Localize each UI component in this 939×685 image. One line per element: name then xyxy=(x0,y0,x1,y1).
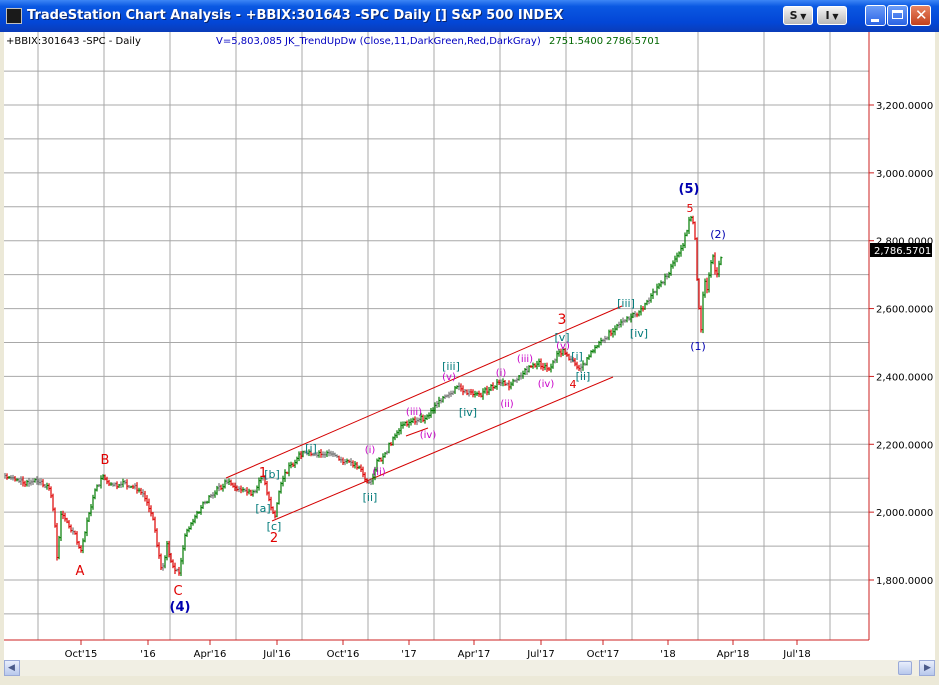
wave-label-ii-teal: [ii] xyxy=(363,491,378,504)
wave-label-1-blue: (1) xyxy=(690,340,706,353)
wave-label-ii-magenta: (ii) xyxy=(372,467,385,478)
channel-mini-line xyxy=(405,427,429,437)
wave-label-2: 2 xyxy=(270,531,278,546)
chart-area[interactable]: B A C 1 2 3 4 5 (4) (5) (1) (2) [a] [b] [c] [i] [ii] [iii… xyxy=(4,32,935,660)
date-tick-label: Oct'15 xyxy=(65,649,98,660)
date-tick-label: Oct'17 xyxy=(587,649,620,660)
scroll-left-button[interactable]: ◀ xyxy=(4,660,20,676)
elliott-wave-labels: B A C 1 2 3 4 5 (4) (5) (1) (2) [a] [b] [c] [i] [ii] [iii… xyxy=(76,182,726,615)
chevron-down-icon: ▼ xyxy=(829,12,839,21)
wave-label-v-magenta: (v) xyxy=(442,372,456,383)
wave-label-b: B xyxy=(101,453,110,468)
price-tick-label: 3,000.0000 xyxy=(876,169,933,180)
s-menu-label: S xyxy=(789,9,798,22)
close-button[interactable]: ✕ xyxy=(910,5,931,26)
price-tick-label: 2,800.0000 xyxy=(876,237,933,248)
i-menu-label: I xyxy=(825,9,830,22)
wave-label-a: A xyxy=(76,564,85,579)
wave-label-iii2-magenta: (iii) xyxy=(517,354,533,365)
i-menu-button[interactable]: I ▼ xyxy=(817,6,847,25)
vertical-gridlines xyxy=(37,32,831,640)
wave-label-2-blue: (2) xyxy=(710,228,726,241)
wave-label-c: C xyxy=(173,584,182,599)
wave-label-ii2-teal: [ii] xyxy=(576,370,591,383)
wave-label-iv-teal: [iv] xyxy=(459,406,477,419)
date-tick-label: Jul'16 xyxy=(262,649,291,660)
wave-label-i-teal: [i] xyxy=(305,442,317,455)
price-tick-label: 2,000.0000 xyxy=(876,508,933,519)
price-axis-labels: 3,200.0000 3,000.0000 2,800.0000 2,600.0000… xyxy=(869,101,933,587)
date-tick-label: Apr'16 xyxy=(194,649,227,660)
trend-channel xyxy=(225,305,623,522)
wave-label-i-magenta: (i) xyxy=(365,445,376,456)
app-icon[interactable] xyxy=(6,8,22,24)
wave-label-b-teal: [b] xyxy=(264,468,280,481)
close-icon: ✕ xyxy=(915,6,928,24)
channel-upper-line xyxy=(225,305,623,479)
date-tick-label: '17 xyxy=(401,649,416,660)
price-tick-label: 2,600.0000 xyxy=(876,305,933,316)
date-tick-label: Oct'16 xyxy=(327,649,360,660)
wave-label-4: 4 xyxy=(570,378,577,391)
maximize-icon xyxy=(892,10,903,19)
date-tick-label: Jul'18 xyxy=(782,649,811,660)
horizontal-scrollbar[interactable]: ◀ ▶ xyxy=(4,660,935,676)
wave-label-v2-magenta: (v) xyxy=(556,341,570,352)
wave-label-c-teal: [c] xyxy=(267,520,282,533)
wave-label-iii-magenta: (iii) xyxy=(406,407,422,418)
chevron-down-icon: ▼ xyxy=(797,12,807,21)
volume-label: V=5,803,085 xyxy=(216,36,282,47)
maximize-button[interactable] xyxy=(887,5,908,26)
wave-label-iv2-teal: [iv] xyxy=(630,327,648,340)
price-tick-label: 2,400.0000 xyxy=(876,372,933,383)
channel-lower-line xyxy=(271,376,614,522)
price-chart[interactable]: B A C 1 2 3 4 5 (4) (5) (1) (2) [a] [b] [c] [i] [ii] [iii… xyxy=(4,32,935,660)
date-axis-labels: Oct'15 '16 Apr'16 Jul'16 Oct'16 '17 Apr'17 Jul'… xyxy=(65,640,811,660)
wave-label-iii2-teal: [iii] xyxy=(617,297,635,310)
wave-label-i2-teal: [i] xyxy=(571,350,583,363)
indicator-value-2: 2786.5701 xyxy=(606,36,660,47)
wave-label-a-teal: [a] xyxy=(255,502,270,515)
price-tick-label: 1,800.0000 xyxy=(876,576,933,587)
last-price-marker xyxy=(870,243,932,257)
symbol-label: +BBIX:301643 -SPC - Daily xyxy=(6,36,141,47)
wave-label-i2-magenta: (i) xyxy=(496,368,507,379)
minimize-icon xyxy=(871,19,879,22)
date-tick-label: Apr'17 xyxy=(458,649,491,660)
date-tick-label: '16 xyxy=(140,649,155,660)
wave-label-4-blue: (4) xyxy=(170,600,191,615)
wave-label-iv-magenta: (iv) xyxy=(420,430,437,441)
price-tick-label: 3,200.0000 xyxy=(876,101,933,112)
window-titlebar[interactable]: TradeStation Chart Analysis - +BBIX:3016… xyxy=(0,0,939,32)
wave-label-5: 5 xyxy=(687,202,694,215)
indicator-value-1: 2751.5400 xyxy=(549,36,603,47)
window-bottom-border xyxy=(0,676,939,685)
wave-label-1: 1 xyxy=(259,466,267,481)
indicator-label: JK_TrendUpDw (Close,11,DarkGreen,Red,Dar… xyxy=(284,36,541,47)
wave-label-5-blue: (5) xyxy=(679,182,700,197)
scroll-thumb[interactable] xyxy=(898,661,912,675)
arrow-left-icon: ◀ xyxy=(8,663,15,673)
scroll-right-button[interactable]: ▶ xyxy=(919,660,935,676)
wave-label-3: 3 xyxy=(558,312,567,328)
date-tick-label: Jul'17 xyxy=(526,649,555,660)
last-price-label: 2,786.5701 xyxy=(874,246,931,257)
horizontal-gridlines xyxy=(4,70,869,615)
wave-label-iii-teal: [iii] xyxy=(442,360,460,373)
price-bars xyxy=(4,215,723,577)
date-tick-label: Apr'18 xyxy=(717,649,750,660)
wave-label-v-teal: [v] xyxy=(554,331,569,344)
price-tick-label: 2,200.0000 xyxy=(876,440,933,451)
arrow-right-icon: ▶ xyxy=(924,663,931,673)
window-title: TradeStation Chart Analysis - +BBIX:3016… xyxy=(27,8,564,23)
wave-label-ii2-magenta: (ii) xyxy=(500,399,513,410)
minimize-button[interactable] xyxy=(865,5,886,26)
s-menu-button[interactable]: S ▼ xyxy=(783,6,813,25)
date-tick-label: '18 xyxy=(660,649,675,660)
wave-label-iv2-magenta: (iv) xyxy=(538,379,555,390)
